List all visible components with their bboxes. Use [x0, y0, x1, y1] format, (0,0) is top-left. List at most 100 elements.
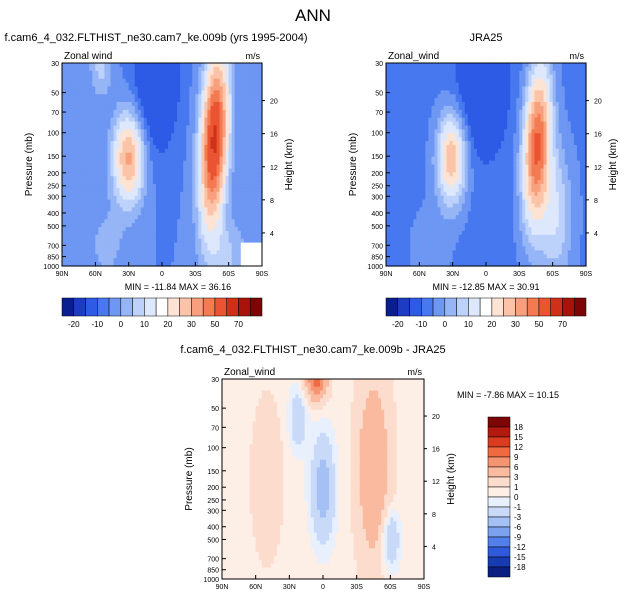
reanalysis-panel-field-cell	[389, 129, 393, 134]
model-panel-field-cell	[165, 246, 169, 251]
reanalysis-panel-field-cell	[416, 133, 420, 138]
model-panel-field-cell	[107, 133, 112, 138]
model-panel-field-cell	[95, 82, 99, 88]
model-panel-field-cell	[225, 160, 230, 166]
model-panel-field-cell	[174, 176, 178, 181]
model-panel-field-cell	[116, 125, 121, 130]
model-panel-field-cell	[125, 125, 130, 130]
model-panel-field-cell	[204, 230, 209, 236]
reanalysis-panel-field-cell	[419, 156, 423, 162]
reanalysis-panel-field-cell	[437, 82, 442, 88]
model-panel-field-cell	[186, 90, 190, 95]
model-panel-field-cell	[119, 141, 124, 146]
model-panel-field-cell	[149, 102, 154, 107]
model-panel-field-cell	[183, 137, 187, 142]
model-panel-field-cell	[207, 94, 212, 99]
model-panel-field-cell	[180, 90, 184, 95]
reanalysis-panel-field-cell	[404, 94, 408, 99]
model-panel-field-cell	[198, 211, 202, 216]
model-panel-field-cell	[216, 94, 221, 99]
reanalysis-panel-field-cell	[449, 82, 454, 88]
model-panel-field-cell	[125, 184, 130, 189]
model-panel-field-cell	[246, 117, 251, 123]
reanalysis-panel-field-cell	[455, 109, 460, 115]
model-panel-field-cell	[134, 195, 139, 201]
model-panel-field-cell	[113, 125, 118, 130]
reanalysis-panel-field-cell	[413, 133, 417, 138]
model-panel-field-cell	[62, 191, 66, 197]
reanalysis-panel-field-cell	[446, 152, 451, 158]
model-panel-field-cell	[177, 215, 181, 220]
model-panel-field-cell	[65, 230, 69, 236]
model-panel-field-cell	[201, 230, 206, 236]
model-panel-field-cell	[207, 242, 212, 248]
model-panel-field-cell	[149, 211, 154, 216]
model-panel-field-cell	[143, 152, 148, 158]
model-panel-field-cell	[122, 199, 127, 205]
model-panel-field-cell	[249, 258, 254, 263]
reanalysis-panel-field-cell	[401, 230, 405, 236]
reanalysis-panel-field-cell	[407, 113, 411, 119]
reanalysis-panel-field-cell	[428, 254, 433, 259]
model-panel-field-cell	[86, 215, 90, 220]
model-panel-field-cell	[155, 238, 160, 244]
model-panel-field-cell	[240, 172, 245, 177]
model-panel-colorbar-box	[155, 297, 169, 317]
model-panel-field-cell	[240, 98, 245, 103]
reanalysis-panel-field-cell	[404, 74, 408, 80]
model-panel-field-cell	[201, 98, 206, 103]
model-panel-field-cell	[74, 195, 78, 201]
reanalysis-panel-field-cell	[428, 203, 433, 209]
reanalysis-panel-field-cell	[398, 70, 402, 76]
model-panel-field-cell	[225, 230, 230, 236]
model-panel-field-cell	[213, 211, 218, 216]
model-panel-field-cell	[210, 164, 215, 169]
model-panel-field-cell	[74, 246, 78, 251]
reanalysis-panel-field-cell	[395, 98, 399, 103]
reanalysis-panel-field-cell	[395, 246, 399, 251]
model-panel-field-cell	[189, 184, 193, 189]
model-panel-field-cell	[107, 94, 112, 99]
model-panel-field-cell	[158, 168, 163, 173]
reanalysis-panel-field-cell	[410, 144, 414, 150]
model-panel-field-cell	[65, 199, 69, 205]
reanalysis-panel-field-cell	[410, 164, 414, 169]
reanalysis-panel-field-cell	[461, 238, 466, 244]
model-panel-field-cell	[149, 234, 154, 240]
model-panel-field-cell	[192, 226, 196, 232]
model-panel-field-cell	[246, 242, 251, 248]
model-panel-field-cell	[222, 121, 227, 127]
model-panel-field-cell	[143, 102, 148, 107]
model-panel-field-cell	[258, 172, 263, 177]
reanalysis-panel-field-cell	[428, 82, 433, 88]
model-panel-field-cell	[143, 223, 148, 228]
model-panel-field-cell	[110, 211, 115, 216]
model-panel-field-cell	[116, 176, 121, 181]
model-panel-field-cell	[62, 238, 66, 244]
model-panel-field-cell	[162, 254, 166, 259]
model-panel-field-cell	[140, 160, 145, 166]
model-panel-field-cell	[165, 78, 169, 84]
reanalysis-panel-field-cell	[416, 230, 420, 236]
model-panel-field-cell	[240, 129, 245, 134]
model-panel-field-cell	[122, 156, 127, 162]
model-panel-field-cell	[219, 133, 224, 138]
reanalysis-panel-field-cell	[443, 121, 448, 127]
model-panel-field-cell	[201, 78, 206, 84]
model-panel-field-cell	[134, 82, 139, 88]
reanalysis-panel-field-cell	[458, 63, 463, 68]
model-panel-field-cell	[198, 78, 202, 84]
model-panel-field-cell	[177, 63, 181, 68]
model-panel-field-cell	[152, 70, 157, 76]
model-panel-field-cell	[174, 117, 178, 123]
model-panel-field-cell	[198, 129, 202, 134]
model-panel-field-cell	[222, 164, 227, 169]
model-panel-field-cell	[204, 254, 209, 259]
model-panel-field-cell	[158, 141, 163, 146]
reanalysis-panel-field-cell	[401, 125, 405, 130]
model-panel-field-cell	[74, 168, 78, 173]
reanalysis-panel-field-cell	[425, 144, 430, 150]
model-panel-field-cell	[68, 109, 72, 115]
model-panel-field-cell	[243, 102, 248, 107]
reanalysis-panel-field-cell	[464, 152, 469, 158]
